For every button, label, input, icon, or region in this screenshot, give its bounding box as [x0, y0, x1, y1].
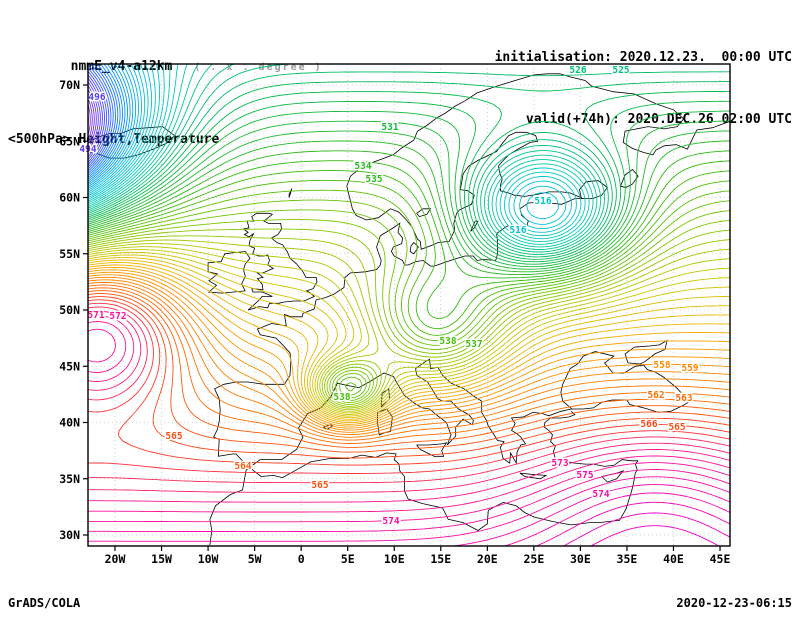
svg-text:10E: 10E	[384, 552, 405, 566]
svg-text:15W: 15W	[151, 552, 172, 566]
header: nmmE_v4-a12km( . x . degree ) <500hPa> H…	[8, 6, 792, 185]
coastlines	[88, 73, 730, 546]
svg-text:526: 526	[569, 65, 586, 76]
svg-text:572: 572	[109, 311, 126, 322]
creation-timestamp: 2020-12-23-06:15	[676, 596, 792, 610]
svg-text:0: 0	[298, 552, 305, 566]
svg-text:15E: 15E	[430, 552, 451, 566]
svg-text:565: 565	[311, 480, 328, 491]
svg-text:45E: 45E	[710, 552, 731, 566]
svg-text:20E: 20E	[477, 552, 498, 566]
svg-text:566: 566	[640, 419, 657, 430]
svg-text:40N: 40N	[59, 416, 80, 430]
svg-text:5E: 5E	[341, 552, 355, 566]
svg-text:50N: 50N	[59, 303, 80, 317]
svg-text:5W: 5W	[248, 552, 262, 566]
header-right: initialisation: 2020.12.23. 00:00 UTC va…	[495, 6, 792, 185]
svg-text:559: 559	[681, 363, 698, 374]
contour-lines	[88, 64, 730, 546]
svg-text:558: 558	[653, 360, 670, 371]
svg-text:531: 531	[381, 122, 398, 133]
svg-text:573: 573	[551, 458, 568, 469]
init-time: initialisation: 2020.12.23. 00:00 UTC	[494, 49, 792, 65]
svg-text:565: 565	[668, 422, 685, 433]
grid-resolution-note: ( . x . degree )	[194, 62, 323, 73]
svg-text:70N: 70N	[59, 78, 80, 92]
svg-text:538: 538	[333, 392, 350, 403]
svg-text:65N: 65N	[59, 134, 80, 148]
svg-text:30N: 30N	[59, 528, 80, 542]
axis-ticks	[83, 84, 721, 551]
valid-time: valid(+74h): 2020.DEC.26 02:00 UTC	[525, 111, 792, 127]
svg-text:10W: 10W	[198, 552, 219, 566]
map-frame	[87, 63, 731, 547]
svg-text:35E: 35E	[617, 552, 638, 566]
axis-labels: 20W 15W 10W 5W 0 5E 10E 15E 20E 25E 30E 35E 40E 45E 70…	[59, 78, 730, 566]
svg-text:40E: 40E	[663, 552, 684, 566]
svg-text:525: 525	[612, 65, 629, 76]
svg-text:564: 564	[234, 461, 251, 472]
svg-text:25E: 25E	[523, 552, 544, 566]
footer: GrADS/COLA 2020-12-23-06:15	[8, 596, 792, 610]
grads-credit: GrADS/COLA	[8, 596, 81, 610]
svg-text:574: 574	[382, 516, 399, 527]
svg-text:20W: 20W	[105, 552, 126, 566]
svg-text:55N: 55N	[59, 247, 80, 261]
svg-text:575: 575	[576, 470, 593, 481]
svg-text:60N: 60N	[59, 191, 80, 205]
svg-text:538: 538	[439, 336, 456, 347]
svg-text:537: 537	[465, 339, 482, 350]
svg-text:516: 516	[509, 225, 526, 236]
svg-text:35N: 35N	[59, 472, 80, 486]
svg-text:45N: 45N	[59, 359, 80, 373]
svg-text:496: 496	[88, 92, 105, 103]
svg-text:574: 574	[592, 489, 609, 500]
svg-text:30E: 30E	[570, 552, 591, 566]
svg-text:571: 571	[87, 310, 104, 321]
svg-text:562: 562	[647, 390, 664, 401]
svg-text:534: 534	[354, 161, 371, 172]
svg-text:565: 565	[165, 431, 182, 442]
svg-text:516: 516	[534, 196, 551, 207]
svg-text:535: 535	[365, 174, 382, 185]
svg-text:563: 563	[675, 393, 692, 404]
